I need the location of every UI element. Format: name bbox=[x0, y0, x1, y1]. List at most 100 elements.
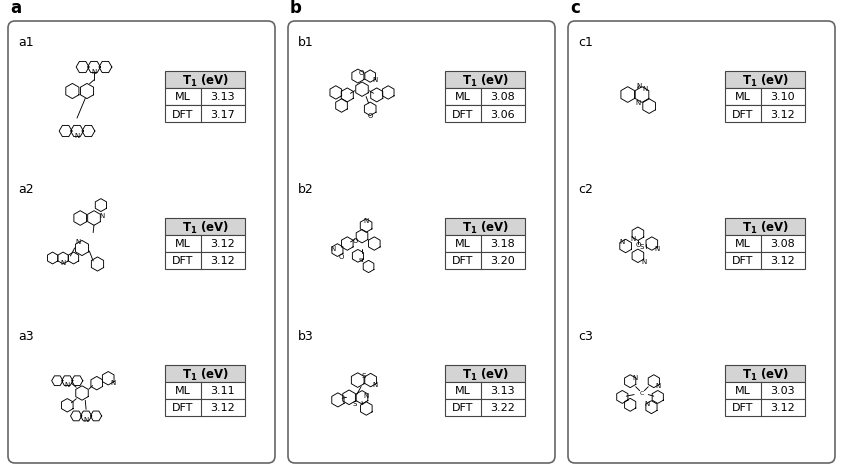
Bar bbox=[165, 382, 245, 399]
Text: S: S bbox=[361, 372, 365, 378]
Text: $\mathbf{T_1\ (eV)}$: $\mathbf{T_1\ (eV)}$ bbox=[461, 72, 508, 89]
Text: ML: ML bbox=[175, 92, 191, 102]
Text: a: a bbox=[10, 0, 21, 17]
Text: a2: a2 bbox=[18, 183, 33, 196]
Text: N: N bbox=[618, 238, 624, 245]
Text: c3: c3 bbox=[577, 329, 592, 342]
Text: 3.12: 3.12 bbox=[769, 403, 794, 413]
Bar bbox=[724, 252, 804, 269]
Text: DFT: DFT bbox=[732, 109, 753, 119]
Bar bbox=[444, 252, 525, 269]
Bar bbox=[724, 399, 804, 416]
Text: c1: c1 bbox=[577, 36, 592, 49]
Text: 3.03: 3.03 bbox=[769, 386, 794, 396]
Text: N: N bbox=[631, 375, 637, 380]
Text: N: N bbox=[372, 77, 377, 83]
Bar bbox=[724, 382, 804, 399]
Text: N: N bbox=[363, 392, 368, 398]
Text: N: N bbox=[330, 245, 335, 251]
Text: N: N bbox=[75, 238, 80, 244]
Text: O: O bbox=[358, 70, 363, 76]
Text: DFT: DFT bbox=[732, 256, 753, 266]
Text: 3.10: 3.10 bbox=[769, 92, 794, 102]
Text: N: N bbox=[74, 133, 79, 139]
Text: O: O bbox=[367, 112, 373, 119]
Text: 3.13: 3.13 bbox=[211, 92, 235, 102]
Text: DFT: DFT bbox=[452, 403, 473, 413]
Text: ML: ML bbox=[455, 92, 470, 102]
Text: 3.11: 3.11 bbox=[211, 386, 235, 396]
Text: 3.20: 3.20 bbox=[490, 256, 514, 266]
Bar bbox=[724, 365, 804, 382]
Text: N: N bbox=[84, 416, 89, 423]
Bar bbox=[444, 106, 525, 123]
Text: N: N bbox=[641, 86, 647, 92]
Text: ML: ML bbox=[455, 239, 470, 249]
Bar bbox=[165, 252, 245, 269]
Text: 3.08: 3.08 bbox=[769, 239, 794, 249]
Bar bbox=[165, 106, 245, 123]
Text: DFT: DFT bbox=[732, 403, 753, 413]
Text: $\mathbf{T_1\ (eV)}$: $\mathbf{T_1\ (eV)}$ bbox=[461, 219, 508, 235]
Text: 3.08: 3.08 bbox=[490, 92, 514, 102]
Text: DFT: DFT bbox=[452, 109, 473, 119]
Text: $\mathbf{T_1\ (eV)}$: $\mathbf{T_1\ (eV)}$ bbox=[182, 366, 228, 382]
Text: b1: b1 bbox=[298, 36, 313, 49]
Text: 3.12: 3.12 bbox=[769, 256, 794, 266]
Text: N: N bbox=[99, 212, 104, 218]
Text: b2: b2 bbox=[298, 183, 313, 196]
Text: 3.18: 3.18 bbox=[490, 239, 514, 249]
Text: DFT: DFT bbox=[452, 256, 473, 266]
Text: a1: a1 bbox=[18, 36, 33, 49]
Text: 3.22: 3.22 bbox=[490, 403, 515, 413]
FancyBboxPatch shape bbox=[8, 22, 275, 463]
Text: 3.17: 3.17 bbox=[211, 109, 235, 119]
Text: DFT: DFT bbox=[172, 109, 194, 119]
Bar bbox=[165, 365, 245, 382]
Text: $\mathbf{T_1\ (eV)}$: $\mathbf{T_1\ (eV)}$ bbox=[461, 366, 508, 382]
Bar bbox=[724, 106, 804, 123]
Text: $\mathbf{T_1\ (eV)}$: $\mathbf{T_1\ (eV)}$ bbox=[182, 72, 228, 89]
Text: b3: b3 bbox=[298, 329, 313, 342]
Bar bbox=[724, 236, 804, 252]
Text: ML: ML bbox=[734, 92, 750, 102]
Text: N: N bbox=[372, 382, 377, 387]
FancyBboxPatch shape bbox=[287, 22, 554, 463]
Text: $\mathbf{T_1\ (eV)}$: $\mathbf{T_1\ (eV)}$ bbox=[740, 366, 787, 382]
Text: S: S bbox=[352, 400, 357, 407]
Text: c: c bbox=[569, 0, 579, 17]
Bar bbox=[165, 72, 245, 89]
Text: 3.13: 3.13 bbox=[490, 386, 514, 396]
Bar bbox=[444, 89, 525, 106]
Bar bbox=[724, 72, 804, 89]
Text: N: N bbox=[363, 218, 368, 223]
Text: DFT: DFT bbox=[172, 403, 194, 413]
Text: N: N bbox=[110, 379, 116, 386]
Text: 3.06: 3.06 bbox=[490, 109, 514, 119]
Text: N: N bbox=[630, 235, 635, 241]
Text: a3: a3 bbox=[18, 329, 33, 342]
Text: N: N bbox=[641, 258, 647, 264]
Bar bbox=[165, 218, 245, 236]
Text: O: O bbox=[352, 238, 357, 244]
Bar bbox=[444, 399, 525, 416]
Text: $\mathbf{T_1\ (eV)}$: $\mathbf{T_1\ (eV)}$ bbox=[740, 72, 787, 89]
Text: N: N bbox=[91, 69, 96, 75]
Text: c2: c2 bbox=[577, 183, 592, 196]
Text: ML: ML bbox=[455, 386, 470, 396]
Text: $\mathbf{T_1\ (eV)}$: $\mathbf{T_1\ (eV)}$ bbox=[182, 219, 228, 235]
Bar bbox=[165, 399, 245, 416]
Bar bbox=[444, 72, 525, 89]
Text: Si: Si bbox=[358, 258, 363, 263]
Text: 3.12: 3.12 bbox=[769, 109, 794, 119]
Text: 3.12: 3.12 bbox=[211, 256, 235, 266]
Text: DFT: DFT bbox=[172, 256, 194, 266]
Text: 3.12: 3.12 bbox=[211, 239, 235, 249]
Text: b: b bbox=[290, 0, 301, 17]
Text: ML: ML bbox=[175, 386, 191, 396]
Text: N: N bbox=[65, 381, 70, 387]
Text: O: O bbox=[635, 241, 640, 247]
Text: C: C bbox=[639, 391, 643, 396]
Text: 3.12: 3.12 bbox=[211, 403, 235, 413]
Text: N: N bbox=[61, 259, 66, 265]
